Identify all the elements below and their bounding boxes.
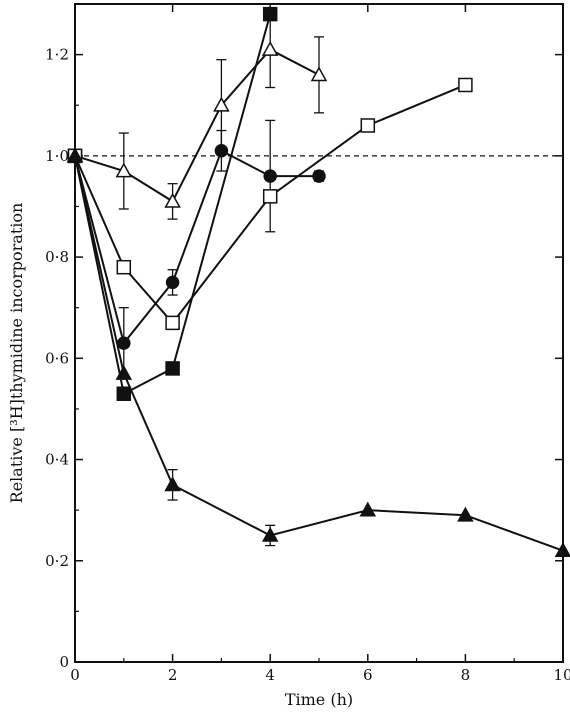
data-point xyxy=(359,501,377,517)
x-tick-label: 10 xyxy=(553,666,570,684)
data-point xyxy=(261,41,279,56)
x-tick-label: 4 xyxy=(265,666,275,684)
data-point xyxy=(360,118,376,133)
series-line xyxy=(74,155,564,552)
data-point xyxy=(261,526,279,542)
data-point xyxy=(458,77,473,93)
y-tick-label: 0·2 xyxy=(45,552,69,570)
data-point xyxy=(116,386,132,401)
series-filled-circle xyxy=(68,119,326,380)
data-point xyxy=(165,361,180,376)
data-point xyxy=(214,144,229,158)
data-point xyxy=(115,364,133,380)
data-point xyxy=(554,542,570,557)
y-axis-label: Relative [³H]thymidine incorporation xyxy=(7,203,26,504)
data-point xyxy=(115,162,133,178)
data-point xyxy=(164,476,181,492)
x-tick-label: 0 xyxy=(70,666,80,684)
data-point xyxy=(457,506,474,522)
data-point xyxy=(213,96,230,112)
data-point xyxy=(165,315,180,331)
x-axis-label: Time (h) xyxy=(285,690,353,709)
y-tick-label: 0·8 xyxy=(45,248,69,266)
data-point xyxy=(312,169,326,183)
series-group xyxy=(66,6,570,557)
data-point xyxy=(262,6,278,22)
data-point xyxy=(165,275,180,290)
series-line xyxy=(74,84,466,325)
x-tick-label: 6 xyxy=(363,666,373,684)
data-point xyxy=(66,147,84,163)
y-tick-label: 0·4 xyxy=(45,451,69,469)
y-tick-label: 0·6 xyxy=(45,349,69,367)
axes: 0 2 4 6 8 10 0 0·2 0·4 0·6 0·8 1·0 1·2 xyxy=(45,3,570,684)
data-point xyxy=(116,259,132,275)
series-line xyxy=(74,48,320,203)
y-tick-label: 1·0 xyxy=(45,147,69,165)
y-tick-label: 0 xyxy=(59,653,69,671)
series-line xyxy=(74,149,319,346)
data-point xyxy=(117,336,131,350)
x-tick-label: 2 xyxy=(168,666,178,684)
data-point xyxy=(164,192,181,208)
x-tick-label: 8 xyxy=(461,666,471,684)
data-point xyxy=(310,66,328,82)
series-filled-triangle xyxy=(66,147,570,557)
series-open-triangle xyxy=(66,10,328,220)
data-point xyxy=(262,189,278,204)
data-point xyxy=(263,169,277,183)
series-line xyxy=(74,13,272,396)
y-tick-label: 1·2 xyxy=(45,46,69,64)
